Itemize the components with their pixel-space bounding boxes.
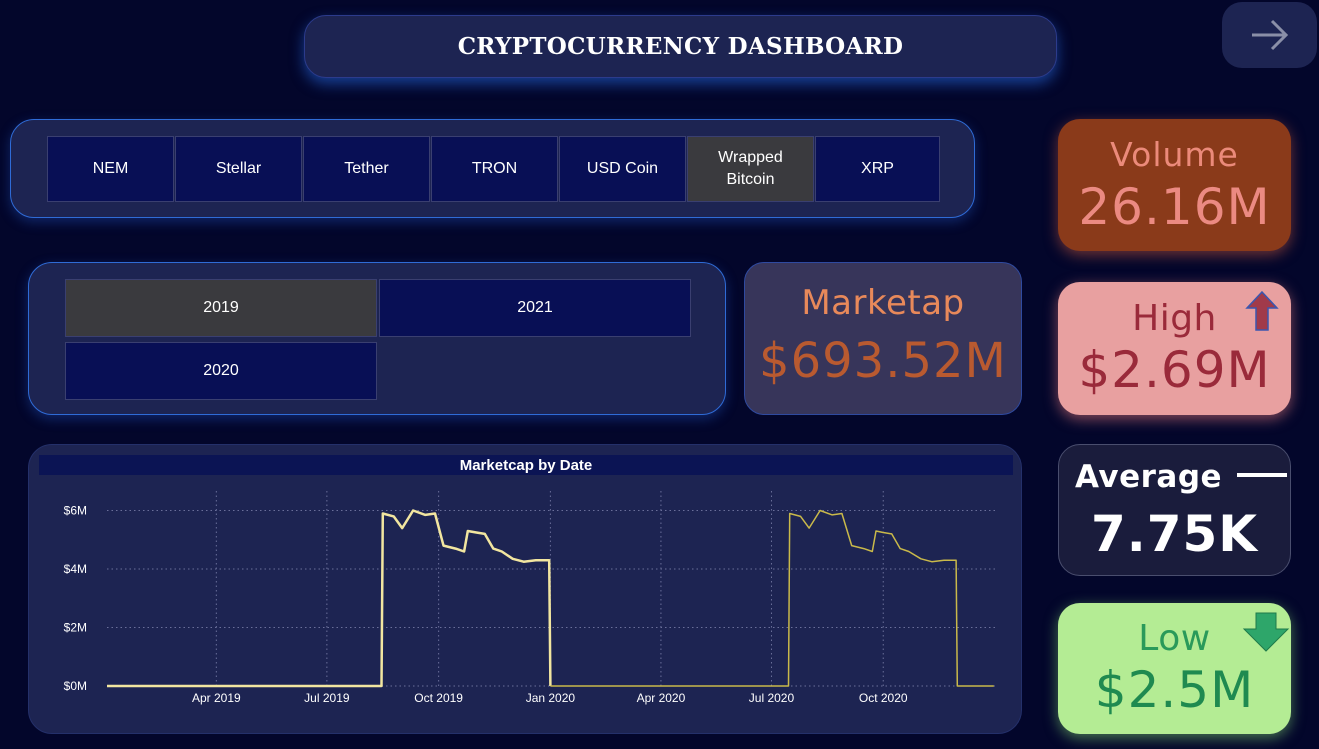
coin-button-label: TRON (471, 159, 518, 177)
arrow-right-icon (1251, 19, 1288, 51)
year-slicer-panel: 2019 2021 2020 (28, 262, 726, 415)
high-value: $2.69M (1078, 341, 1271, 399)
coin-button-wrapped-bitcoin[interactable]: Wrapped Bitcoin (687, 136, 814, 202)
coin-button-tron[interactable]: TRON (431, 136, 558, 202)
marketcap-line-chart: $0M $2M $4M $6M Apr 2019 Jul 2019 Oct 2019 Jan … (64, 491, 995, 705)
x-tick-label: Oct 2019 (414, 691, 463, 705)
average-label: Average (1075, 459, 1223, 495)
low-value: $2.5M (1094, 661, 1255, 719)
x-tick-label: Jul 2019 (304, 691, 350, 705)
coin-button-label: Tether (344, 159, 389, 177)
coin-button-usd-coin[interactable]: USD Coin (559, 136, 686, 202)
dash-icon (1237, 473, 1287, 477)
arrow-up-icon (1245, 290, 1279, 331)
y-tick-label: $2M (64, 621, 87, 635)
series-line-0 (107, 509, 552, 688)
coin-button-xrp[interactable]: XRP (815, 136, 940, 202)
marketcap-label: Marketap (801, 282, 965, 323)
coin-button-label: USD Coin (586, 159, 659, 177)
x-tick-label: Jan 2020 (526, 691, 576, 705)
x-tick-label: Oct 2020 (859, 691, 908, 705)
coin-button-label: Stellar (215, 159, 262, 177)
y-tick-label: $6M (64, 504, 87, 518)
y-tick-label: $0M (64, 679, 87, 693)
high-label: High (1132, 298, 1217, 339)
coin-slicer-panel: NEM Stellar Tether TRON USD Coin Wrapped… (10, 119, 975, 218)
chart-title: Marketcap by Date (39, 455, 1013, 475)
volume-label: Volume (1110, 134, 1239, 174)
year-button-label: 2021 (517, 298, 553, 316)
volume-value: 26.16M (1078, 177, 1271, 236)
coin-button-label: NEM (92, 159, 129, 177)
year-button-label: 2019 (203, 298, 239, 316)
year-button-label: 2020 (203, 361, 239, 379)
low-card: Low $2.5M (1058, 603, 1291, 734)
x-tick-label: Apr 2019 (192, 691, 241, 705)
year-button-2021[interactable]: 2021 (379, 279, 691, 337)
arrow-down-icon (1242, 612, 1290, 652)
marketcap-value: $693.52M (759, 332, 1007, 389)
series-line-1 (550, 509, 994, 687)
average-card: Average 7.75K (1058, 444, 1291, 576)
coin-button-tether[interactable]: Tether (303, 136, 430, 202)
coin-button-nem[interactable]: NEM (47, 136, 174, 202)
x-tick-label: Jul 2020 (749, 691, 795, 705)
average-value: 7.75K (1090, 505, 1259, 563)
high-card: High $2.69M (1058, 282, 1291, 415)
next-page-button[interactable] (1222, 2, 1317, 68)
coin-button-label: XRP (861, 159, 894, 177)
volume-card: Volume 26.16M (1058, 119, 1291, 251)
dashboard-title-bar: CRYPTOCURRENCY DASHBOARD (304, 15, 1057, 78)
marketcap-chart-panel: Marketcap by Date $0M $2M $4M $6M Apr 2019 Ju… (28, 444, 1022, 734)
page-title: CRYPTOCURRENCY DASHBOARD (457, 33, 904, 60)
year-button-2019[interactable]: 2019 (65, 279, 377, 337)
marketcap-card: Marketap $693.52M (744, 262, 1022, 415)
low-label: Low (1138, 618, 1211, 659)
year-button-2020[interactable]: 2020 (65, 342, 377, 400)
y-tick-label: $4M (64, 562, 87, 576)
coin-button-label: Wrapped Bitcoin (718, 148, 783, 188)
x-tick-label: Apr 2020 (637, 691, 686, 705)
coin-button-stellar[interactable]: Stellar (175, 136, 302, 202)
